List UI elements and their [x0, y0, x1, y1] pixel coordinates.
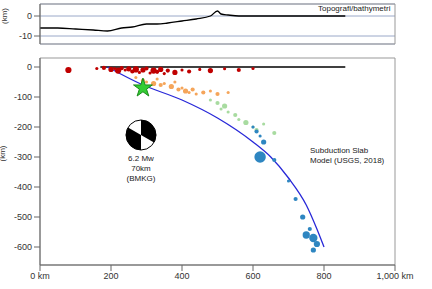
- html-text:(BMKG): (BMKG): [126, 174, 156, 183]
- svg-text:-300: -300: [14, 152, 32, 162]
- svg-text:1,000 km: 1,000 km: [376, 271, 413, 281]
- svg-text:-10: -10: [19, 31, 32, 41]
- html-text:70km: 70km: [131, 164, 151, 173]
- svg-text:-500: -500: [14, 212, 32, 222]
- svg-text:600: 600: [245, 271, 260, 281]
- svg-text:200: 200: [103, 271, 118, 281]
- svg-text:0 km: 0 km: [30, 271, 50, 281]
- svg-text:-100: -100: [14, 92, 32, 102]
- html-text:Topografi/bathymetri: Topografi/bathymetri: [318, 4, 391, 13]
- svg-text:(km): (km): [8, 8, 9, 24]
- html-text:Subduction Slab Model (USGS, 2: Subduction Slab Model (USGS, 2018): [310, 146, 385, 165]
- svg-text:-200: -200: [14, 122, 32, 132]
- svg-text:-400: -400: [14, 182, 32, 192]
- svg-text:400: 400: [174, 271, 189, 281]
- svg-text:0: 0: [27, 62, 32, 72]
- html-text:6.2 Mw: 6.2 Mw: [128, 154, 154, 163]
- svg-text:800: 800: [316, 271, 331, 281]
- svg-text:-600: -600: [14, 242, 32, 252]
- svg-text:0: 0: [27, 11, 32, 21]
